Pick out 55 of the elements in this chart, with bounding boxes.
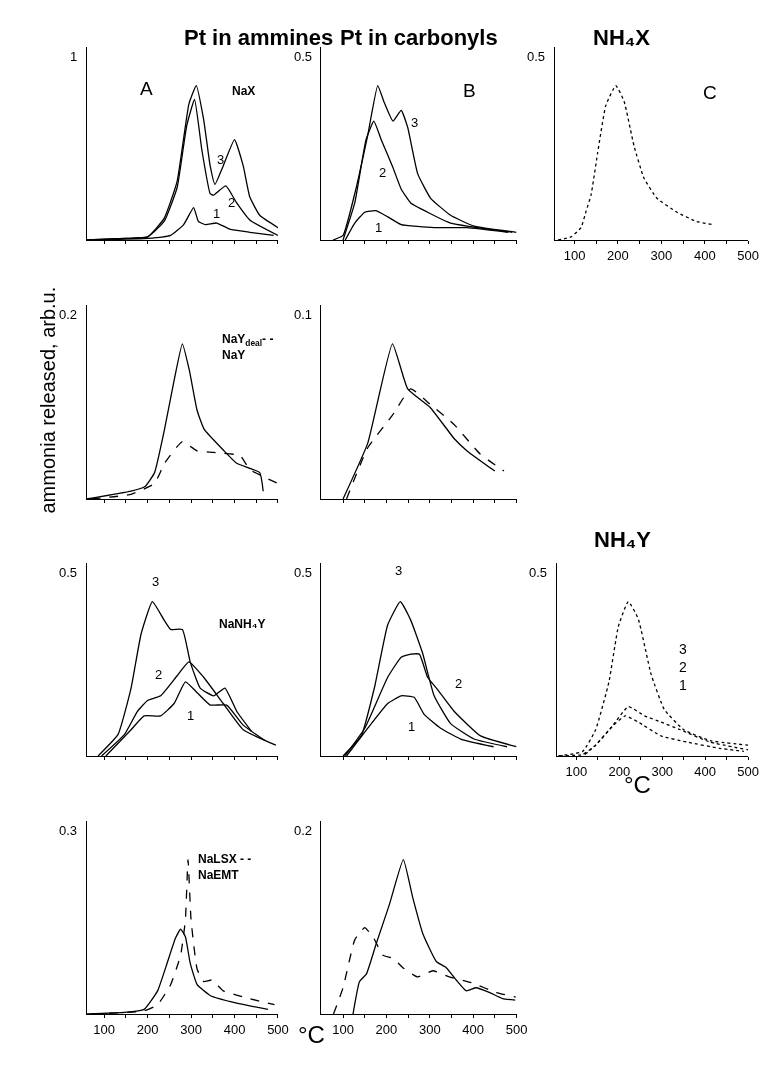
- annotation: 2: [455, 676, 463, 691]
- annotation: C: [703, 82, 717, 103]
- x-tick-label: 300: [418, 1021, 441, 1037]
- x-tick-label: 400: [694, 763, 717, 779]
- x-tick-label: 500: [737, 247, 760, 263]
- x-tick-label: 300: [180, 1021, 202, 1037]
- annotation: 1: [375, 220, 383, 235]
- annotation: A: [140, 78, 153, 99]
- x-tick-label: 100: [565, 763, 588, 779]
- text: 0.1: [294, 307, 313, 322]
- text: 0.2: [59, 307, 78, 322]
- annotation: NaNH₄Y: [219, 617, 266, 631]
- x-tick-label: 400: [223, 1021, 246, 1037]
- annotation: 2: [379, 165, 387, 180]
- x-tick-label: 300: [650, 247, 673, 263]
- x-tick-label: 200: [607, 247, 629, 263]
- text: 0.5: [294, 565, 313, 580]
- annotation: 3: [217, 152, 225, 167]
- text: 0.3: [59, 823, 78, 838]
- x-tick-label: 200: [136, 1021, 159, 1037]
- x-tick-label: 500: [505, 1021, 528, 1037]
- text: 0.5: [59, 565, 78, 580]
- chart-title: Pt in carbonyls: [340, 25, 498, 50]
- annotation: NaX: [232, 84, 256, 98]
- x-tick-label: 300: [651, 763, 674, 779]
- annotation: 2: [228, 195, 236, 210]
- x-tick-label: 500: [267, 1021, 289, 1037]
- chart-title: NH₄Y: [594, 527, 652, 552]
- text: 0.5: [294, 49, 313, 64]
- annotation: NaLSX - - NaEMT: [198, 852, 252, 882]
- text: 0.5: [527, 49, 546, 64]
- x-tick-label: 500: [737, 763, 760, 779]
- text: 0.2: [294, 823, 313, 838]
- annotation: 3 2 1: [679, 641, 687, 694]
- x-tick-label: 400: [462, 1021, 485, 1037]
- text: 3: [152, 574, 160, 589]
- annotation: 3: [411, 115, 419, 130]
- x-tick-label: 100: [563, 247, 586, 263]
- x-tick-label: 100: [332, 1021, 354, 1037]
- text: 1: [70, 49, 78, 64]
- y-axis-title: ammonia released, arb.u.: [36, 286, 59, 514]
- annotation: B: [463, 80, 476, 101]
- x-tick-label: 200: [375, 1021, 398, 1037]
- text: 0.5: [529, 565, 548, 580]
- x-tick-label: 100: [93, 1021, 115, 1037]
- annotation: 1: [408, 719, 416, 734]
- annotation: 1: [187, 708, 195, 723]
- annotation: 1: [213, 206, 221, 221]
- chart-title: Pt in ammines: [184, 25, 334, 50]
- chart-title: NH₄X: [593, 25, 651, 50]
- x-axis-title: °C: [298, 1021, 325, 1048]
- text: 3: [395, 563, 403, 578]
- x-tick-label: 400: [693, 247, 716, 263]
- annotation: 2: [155, 667, 163, 682]
- text: NaY$_{deal}$- - NaY: [222, 332, 274, 362]
